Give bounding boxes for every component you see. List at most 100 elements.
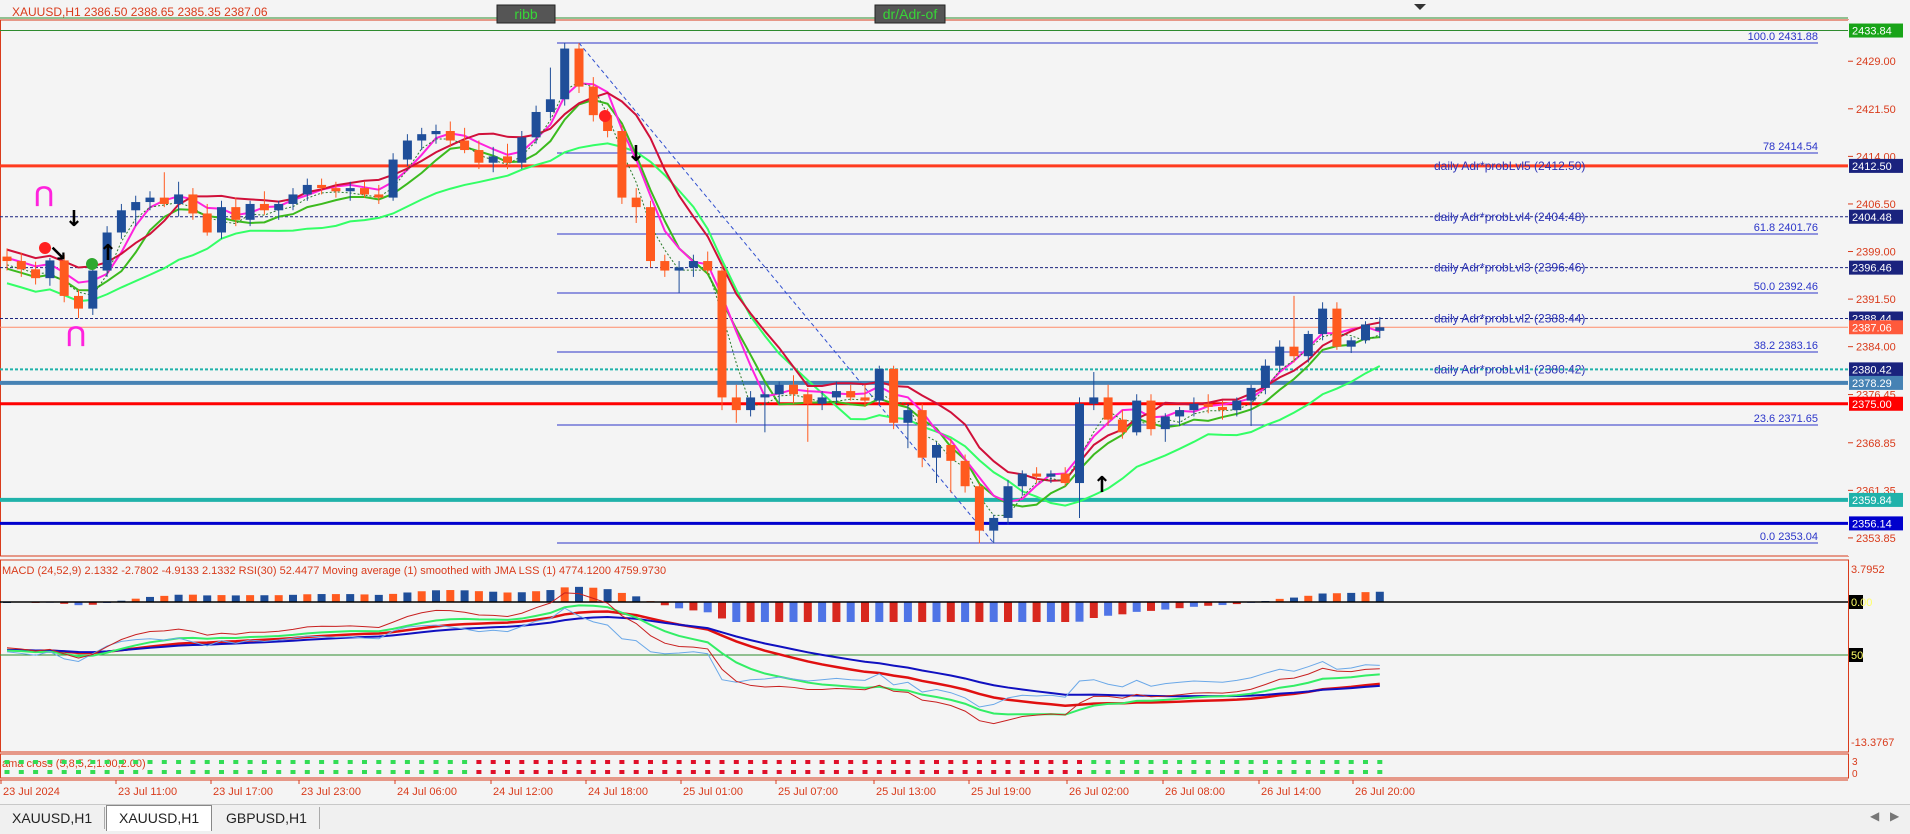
candle-body-37 — [532, 112, 541, 137]
symbol-tabs: XAUUSD,H1 XAUUSD,H1 GBPUSD,H1 ◀ ▶ — [0, 804, 1910, 834]
ama-dot-bot-73 — [1048, 770, 1053, 774]
ama-dot-top-8 — [119, 760, 124, 764]
time-label-6: 24 Jul 18:00 — [588, 786, 648, 798]
macd-bar-44 — [632, 596, 640, 602]
ama-dot-top-37 — [534, 760, 539, 764]
candle-body-81 — [1161, 416, 1170, 429]
ama-dot-top-11 — [162, 760, 167, 764]
ama-dot-bot-20 — [291, 770, 296, 774]
ama-dot-bot-85 — [1220, 770, 1225, 774]
candle-body-32 — [460, 141, 469, 151]
macd-axis-label-1: 0.00 — [1851, 597, 1872, 609]
price-tag-label-5: 2387.06 — [1852, 322, 1892, 334]
ama-dot-top-43 — [619, 760, 624, 764]
ama-dot-top-48 — [691, 760, 696, 764]
macd-bar-43 — [618, 593, 626, 602]
macd-bar-80 — [1147, 602, 1155, 611]
ama-dot-bot-84 — [1206, 770, 1211, 774]
macd-bar-68 — [975, 602, 983, 622]
macd-bar-26 — [375, 595, 383, 602]
tab-xauusd-h1-2[interactable]: XAUUSD,H1 — [106, 805, 212, 831]
ama-dot-bot-91 — [1306, 770, 1311, 774]
time-label-12: 26 Jul 08:00 — [1165, 786, 1225, 798]
fib-label-1: 78 2414.54 — [1763, 141, 1818, 153]
macd-bar-29 — [418, 591, 426, 602]
ama-dot-top-84 — [1206, 760, 1211, 764]
ama-dot-bot-89 — [1277, 770, 1282, 774]
macd-bar-57 — [818, 602, 826, 622]
candle-body-31 — [446, 131, 455, 141]
candle-body-72 — [1032, 474, 1041, 477]
macd-bar-71 — [1018, 602, 1026, 622]
candle-body-70 — [1004, 486, 1013, 518]
fib-label-6: 0.0 2353.04 — [1760, 531, 1818, 543]
signal-arrow-icon-0: ↓ — [65, 207, 83, 232]
ama-dot-top-88 — [1263, 760, 1268, 764]
macd-bar-35 — [504, 592, 512, 602]
ama-dot-top-39 — [562, 760, 567, 764]
signal-arrow-icon-5: ⋂ — [35, 183, 54, 208]
candle-body-80 — [1147, 401, 1156, 430]
ama-dot-top-95 — [1363, 760, 1368, 764]
ama-dot-top-71 — [1020, 760, 1025, 764]
ama-dot-top-46 — [662, 760, 667, 764]
ama-dot-top-86 — [1234, 760, 1239, 764]
ama-dot-bot-47 — [677, 770, 682, 774]
candle-body-50 — [718, 271, 727, 398]
candle-body-15 — [217, 207, 226, 232]
ama-dot-top-45 — [648, 760, 653, 764]
candle-body-43 — [617, 131, 626, 198]
time-label-11: 26 Jul 02:00 — [1069, 786, 1129, 798]
price-tag-label-7: 2378.29 — [1852, 378, 1892, 390]
macd-bar-78 — [1118, 602, 1126, 614]
ama-dot-bot-69 — [991, 770, 996, 774]
ama-dot-top-14 — [205, 760, 210, 764]
tab-scroll-right-icon[interactable]: ▶ — [1890, 809, 1899, 823]
ama-dot-bot-4 — [62, 770, 67, 774]
ama-dot-top-40 — [577, 760, 582, 764]
macd-bar-16 — [232, 595, 240, 602]
ama-dot-bot-6 — [90, 770, 95, 774]
ama-dot-bot-32 — [462, 770, 467, 774]
ama-dot-bot-81 — [1163, 770, 1168, 774]
ama-dot-bot-2 — [33, 770, 38, 774]
ama-dot-bot-63 — [905, 770, 910, 774]
signal-arrow-icon-4: ↑ — [1093, 473, 1111, 498]
candle-body-25 — [360, 188, 369, 194]
ama-dot-bot-23 — [333, 770, 338, 774]
signal-arrow-icon-3: ↓ — [627, 142, 645, 167]
ama-dot-bot-86 — [1234, 770, 1239, 774]
macd-bar-81 — [1161, 602, 1169, 610]
time-label-10: 25 Jul 19:00 — [971, 786, 1031, 798]
tab-scroll-left-icon[interactable]: ◀ — [1870, 809, 1879, 823]
tab-gbpusd-h1[interactable]: GBPUSD,H1 — [214, 807, 320, 829]
candle-body-16 — [231, 207, 240, 220]
price-tag-label-9: 2359.84 — [1852, 495, 1892, 507]
ama-dot-top-32 — [462, 760, 467, 764]
ama-dot-top-19 — [276, 760, 281, 764]
ama-dot-top-34 — [491, 760, 496, 764]
adr-label-0: daily Adr*probLvl5 (2412.50) — [1434, 159, 1585, 173]
macd-bar-36 — [518, 592, 526, 602]
time-label-1: 23 Jul 11:00 — [118, 786, 177, 798]
price-tag-label-6: 2380.42 — [1852, 364, 1892, 376]
ama-dot-top-16 — [233, 760, 238, 764]
macd-bar-61 — [875, 602, 883, 622]
candle-body-30 — [432, 131, 441, 134]
tab-xauusd-h1-1[interactable]: XAUUSD,H1 — [0, 807, 105, 829]
fib-label-3: 50.0 2392.46 — [1754, 281, 1818, 293]
ama-dot-bot-60 — [863, 770, 868, 774]
ama-dot-bot-14 — [205, 770, 210, 774]
ama-dot-bot-22 — [319, 770, 324, 774]
ama-dot-top-51 — [734, 760, 739, 764]
candle-body-11 — [160, 198, 169, 204]
fib-label-2: 61.8 2401.76 — [1754, 222, 1818, 234]
macd-axis-label-0: 3.7952 — [1851, 564, 1885, 576]
time-label-8: 25 Jul 07:00 — [778, 786, 838, 798]
candle-body-85 — [1218, 407, 1227, 410]
ama-dot-bot-36 — [519, 770, 524, 774]
ama-dot-bot-1 — [19, 770, 24, 774]
macd-bar-11 — [160, 596, 168, 602]
candle-body-46 — [660, 261, 669, 271]
